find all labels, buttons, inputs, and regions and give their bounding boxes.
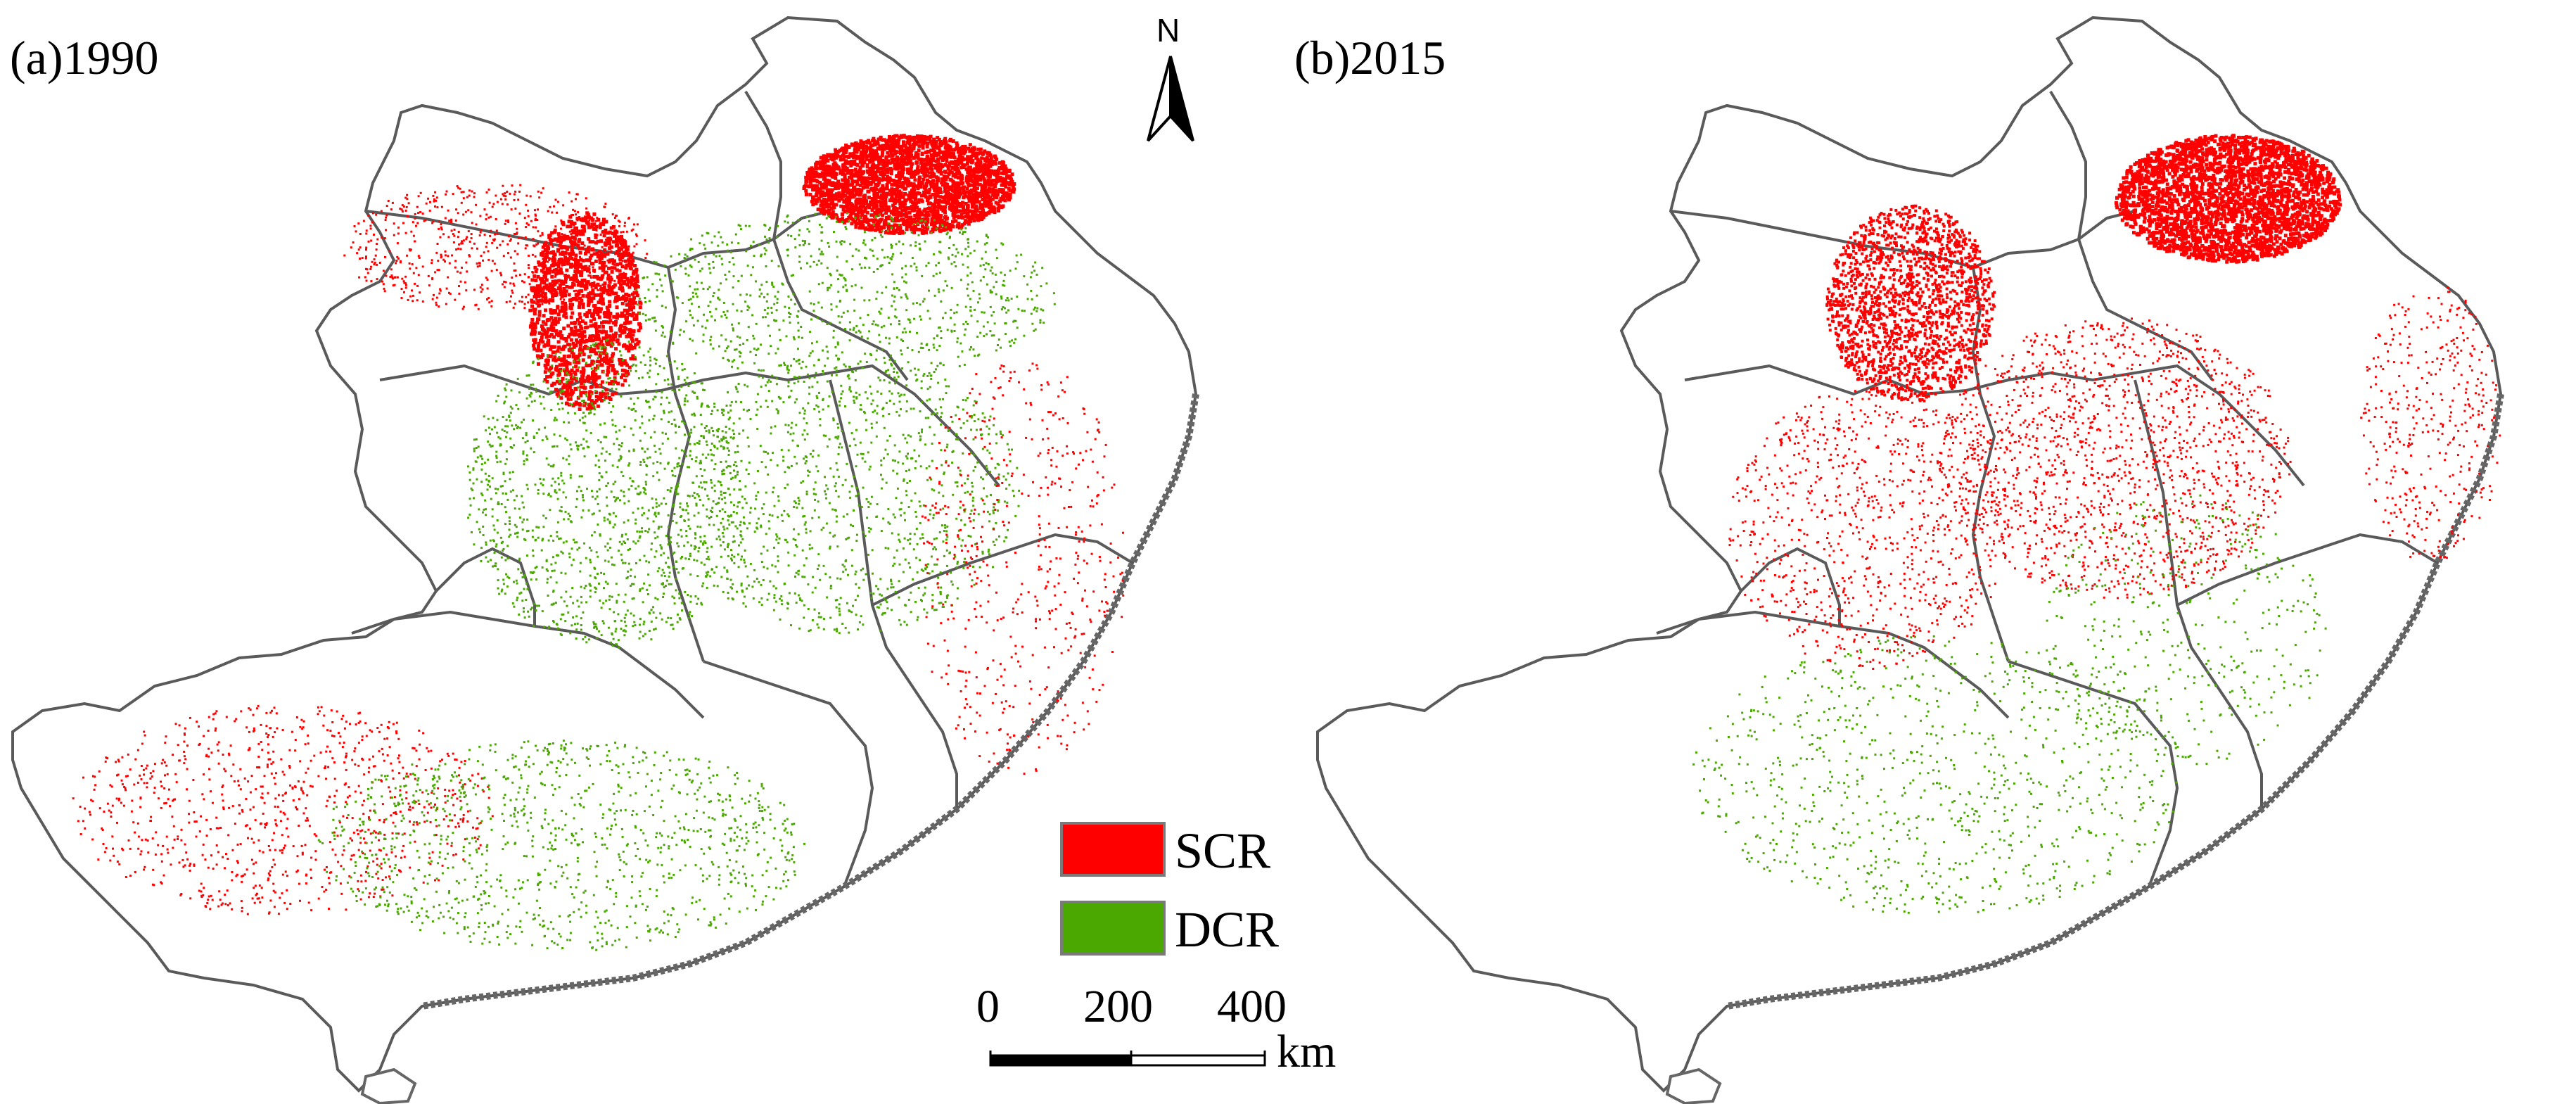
- scale-unit: km: [1277, 1029, 1336, 1075]
- legend-label-dcr: DCR: [1175, 904, 1279, 955]
- legend-swatch-scr: [1060, 822, 1166, 877]
- scale-tick-400: 400: [1217, 984, 1287, 1030]
- north-arrow-icon: [1148, 56, 1193, 141]
- legend-swatch-dcr: [1060, 901, 1166, 956]
- panel-label-a: (a)1990: [10, 34, 158, 82]
- legend-label-scr: SCR: [1175, 825, 1270, 876]
- map-panel-1990: [13, 18, 1196, 1103]
- scale-bar: [990, 1051, 1265, 1065]
- north-label: N: [1156, 14, 1180, 46]
- scale-tick-200: 200: [1083, 984, 1153, 1030]
- map-panel-2015: [1318, 18, 2501, 1103]
- scale-tick-0: 0: [976, 984, 1000, 1030]
- panel-label-b: (b)2015: [1294, 34, 1446, 82]
